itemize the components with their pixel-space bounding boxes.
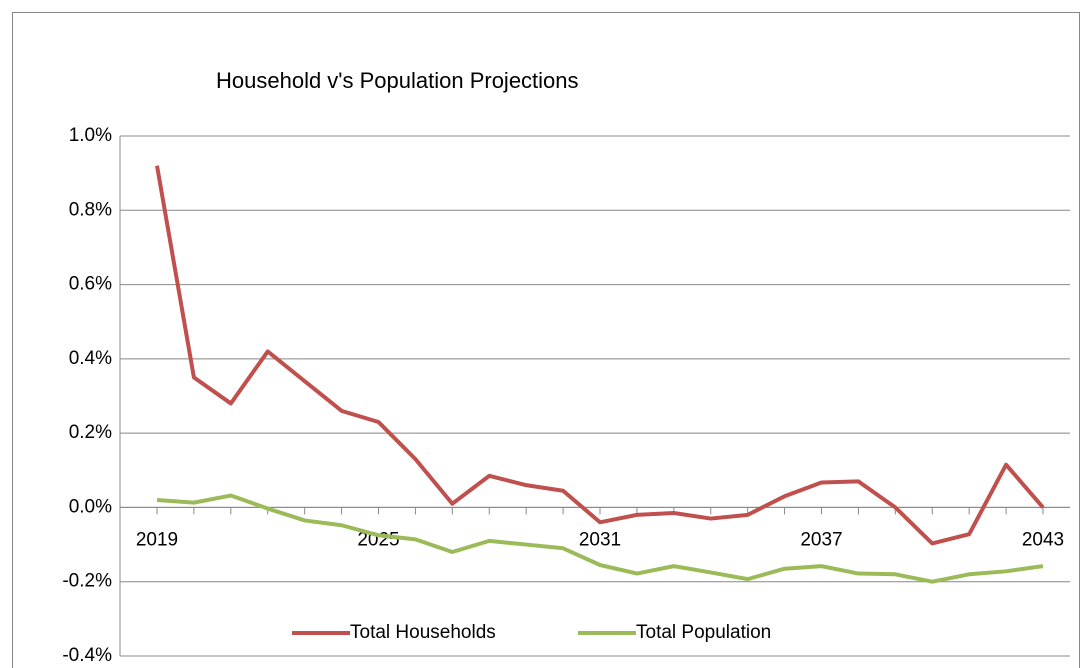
y-tick-label: -0.2% (62, 571, 112, 592)
chart-title: Household v's Population Projections (216, 68, 579, 93)
legend-label: Total Population (636, 622, 771, 643)
x-tick-label: 2043 (1022, 529, 1064, 550)
x-tick-label: 2037 (800, 529, 842, 550)
legend-label: Total Households (350, 622, 496, 643)
y-tick-label: -0.4% (62, 645, 112, 666)
y-tick-label: 1.0% (69, 125, 112, 146)
chart-frame (12, 12, 1080, 668)
x-tick-label: 2019 (136, 529, 178, 550)
y-tick-label: 0.4% (69, 348, 112, 369)
y-tick-label: 0.2% (69, 422, 112, 443)
y-tick-label: 0.8% (69, 199, 112, 220)
y-tick-label: 0.0% (69, 496, 112, 517)
series-line (156, 493, 1044, 584)
y-tick-label: 0.6% (69, 274, 112, 295)
series-line (155, 165, 1045, 546)
x-tick-label: 2031 (579, 529, 621, 550)
